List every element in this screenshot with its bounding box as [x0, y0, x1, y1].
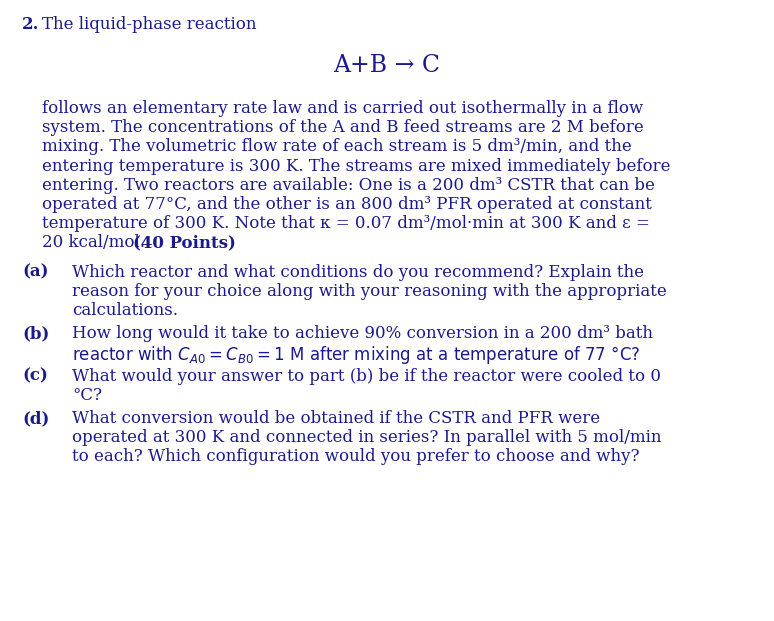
Text: 2.: 2. — [22, 16, 39, 33]
Text: 20 kcal/mol.: 20 kcal/mol. — [42, 234, 150, 252]
Text: operated at 77°C, and the other is an 800 dm³ PFR operated at constant: operated at 77°C, and the other is an 80… — [42, 196, 652, 213]
Text: system. The concentrations of the A and B feed streams are 2 M before: system. The concentrations of the A and … — [42, 119, 644, 136]
Text: (c): (c) — [22, 368, 48, 384]
Text: operated at 300 K and connected in series? In parallel with 5 mol/min: operated at 300 K and connected in serie… — [72, 429, 662, 446]
Text: What conversion would be obtained if the CSTR and PFR were: What conversion would be obtained if the… — [72, 410, 600, 427]
Text: (40 Points): (40 Points) — [133, 234, 236, 252]
Text: A+B → C: A+B → C — [334, 54, 440, 77]
Text: reactor with $C_{A0} = C_{B0} = 1$ M after mixing at a temperature of 77 °C?: reactor with $C_{A0} = C_{B0} = 1$ M aft… — [72, 345, 640, 366]
Text: entering. Two reactors are available: One is a 200 dm³ CSTR that can be: entering. Two reactors are available: On… — [42, 177, 655, 194]
Text: (d): (d) — [22, 410, 50, 427]
Text: What would your answer to part (b) be if the reactor were cooled to 0: What would your answer to part (b) be if… — [72, 368, 661, 384]
Text: follows an elementary rate law and is carried out isothermally in a flow: follows an elementary rate law and is ca… — [42, 100, 643, 117]
Text: (b): (b) — [22, 325, 50, 342]
Text: temperature of 300 K. Note that κ = 0.07 dm³/mol·min at 300 K and ε =: temperature of 300 K. Note that κ = 0.07… — [42, 215, 650, 232]
Text: mixing. The volumetric flow rate of each stream is 5 dm³/min, and the: mixing. The volumetric flow rate of each… — [42, 138, 632, 155]
Text: Which reactor and what conditions do you recommend? Explain the: Which reactor and what conditions do you… — [72, 263, 644, 281]
Text: calculations.: calculations. — [72, 302, 178, 319]
Text: How long would it take to achieve 90% conversion in a 200 dm³ bath: How long would it take to achieve 90% co… — [72, 325, 653, 342]
Text: reason for your choice along with your reasoning with the appropriate: reason for your choice along with your r… — [72, 283, 666, 300]
Text: to each? Which configuration would you prefer to choose and why?: to each? Which configuration would you p… — [72, 448, 639, 465]
Text: entering temperature is 300 K. The streams are mixed immediately before: entering temperature is 300 K. The strea… — [42, 158, 670, 175]
Text: °C?: °C? — [72, 387, 102, 404]
Text: (a): (a) — [22, 263, 49, 281]
Text: The liquid-phase reaction: The liquid-phase reaction — [42, 16, 256, 33]
